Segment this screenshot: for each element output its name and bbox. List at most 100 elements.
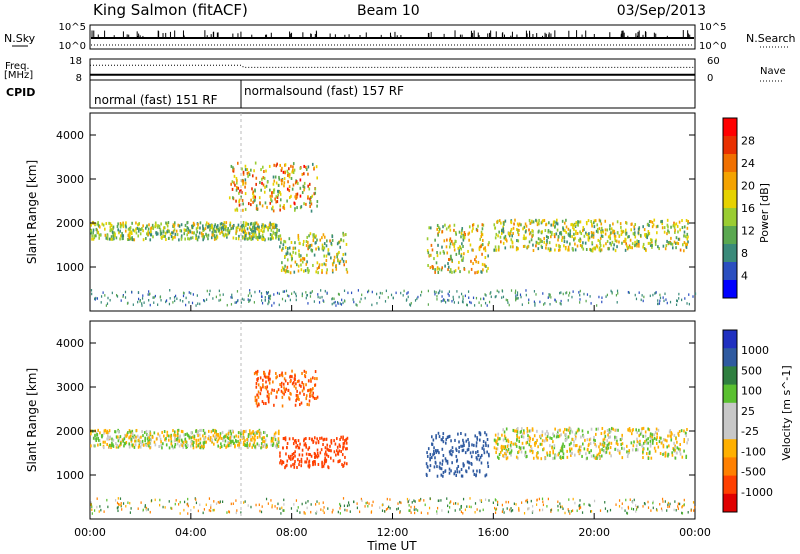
echo-cell [288,167,290,171]
echo-cell [167,434,170,438]
noise-cell [674,500,676,503]
echo-cell [283,392,285,396]
echo-cell [585,248,588,252]
echo-cell [592,454,595,458]
echo-cell [174,232,177,236]
echo-cell [229,435,232,439]
echo-cell [225,433,228,437]
noise-cell [409,303,411,306]
noise-cell [236,290,239,293]
noise-cell [117,502,120,506]
echo-cell [525,441,528,445]
echo-cell [280,268,283,272]
noise-cell [515,503,517,506]
echo-cell [546,453,549,457]
echo-cell [333,258,335,262]
noise-cell [235,301,238,304]
echo-cell [300,205,303,209]
echo-cell [305,165,307,169]
echo-cell [594,246,597,250]
echo-cell [265,184,268,188]
echo-cell [242,443,245,447]
echo-cell [430,243,433,247]
echo-cell [633,440,635,444]
echo-cell [643,247,646,251]
echo-cell [231,180,234,184]
echo-cell [607,235,610,239]
echo-cell [304,442,307,446]
echo-cell [621,437,623,441]
echo-cell [98,439,101,443]
echo-cell [253,235,255,239]
echo-cell [532,437,534,441]
echo-cell [316,437,318,441]
echo-cell [295,393,298,397]
echo-cell [285,463,288,467]
echo-cell [237,186,240,190]
noise-cell [187,497,189,501]
noise-cell [498,290,500,294]
echo-cell [252,233,254,237]
echo-cell [122,221,124,225]
echo-cell [288,175,291,179]
noise-cell [202,511,204,515]
noise-cell [678,292,680,296]
echo-cell [258,428,261,432]
echo-cell [268,223,271,227]
noise-cell [618,505,621,508]
echo-cell [517,456,519,460]
echo-cell [189,444,192,448]
echo-cell [589,248,592,252]
noise-cell [433,290,436,293]
echo-cell [162,234,164,238]
echo-cell [107,434,109,438]
echo-cell [600,454,603,458]
echo-cell [135,435,137,439]
echo-cell [579,451,581,455]
noise-cell [218,289,220,293]
echo-cell [92,436,95,440]
echo-cell [255,227,257,231]
noise-cell [355,303,357,306]
noise-cell [544,302,546,305]
echo-cell [565,230,567,234]
echo-cell [448,450,451,454]
noise-cell [506,507,508,510]
echo-cell [207,429,210,433]
echo-cell [569,232,571,236]
echo-cell [460,232,463,236]
echo-cell [345,233,347,237]
echo-cell [244,224,247,228]
echo-cell [515,442,517,446]
echo-cell [204,437,206,441]
echo-cell [486,450,488,454]
echo-cell [545,223,547,227]
echo-cell [566,240,568,244]
echo-cell [133,238,136,242]
echo-cell [92,228,95,232]
echo-cell [563,444,566,448]
echo-cell [460,235,462,239]
echo-cell [225,233,228,237]
echo-cell [174,235,176,239]
echo-cell [227,436,230,440]
echo-cell [285,252,288,256]
noise-cell [468,505,471,508]
echo-cell [642,447,644,451]
echo-cell [104,428,107,432]
echo-cell [546,429,548,433]
echo-cell [536,451,538,455]
echo-cell [436,465,438,469]
echo-cell [520,223,522,227]
echo-cell [523,244,526,248]
echo-cell [564,229,566,233]
echo-cell [258,229,260,233]
echo-cell [249,432,251,436]
noise-cell [195,498,197,501]
noise-cell [339,302,341,305]
noise-cell [221,500,224,503]
noise-cell [621,506,623,510]
noise-cell [247,298,249,301]
noise-cell [590,302,592,305]
echo-cell [450,469,452,473]
